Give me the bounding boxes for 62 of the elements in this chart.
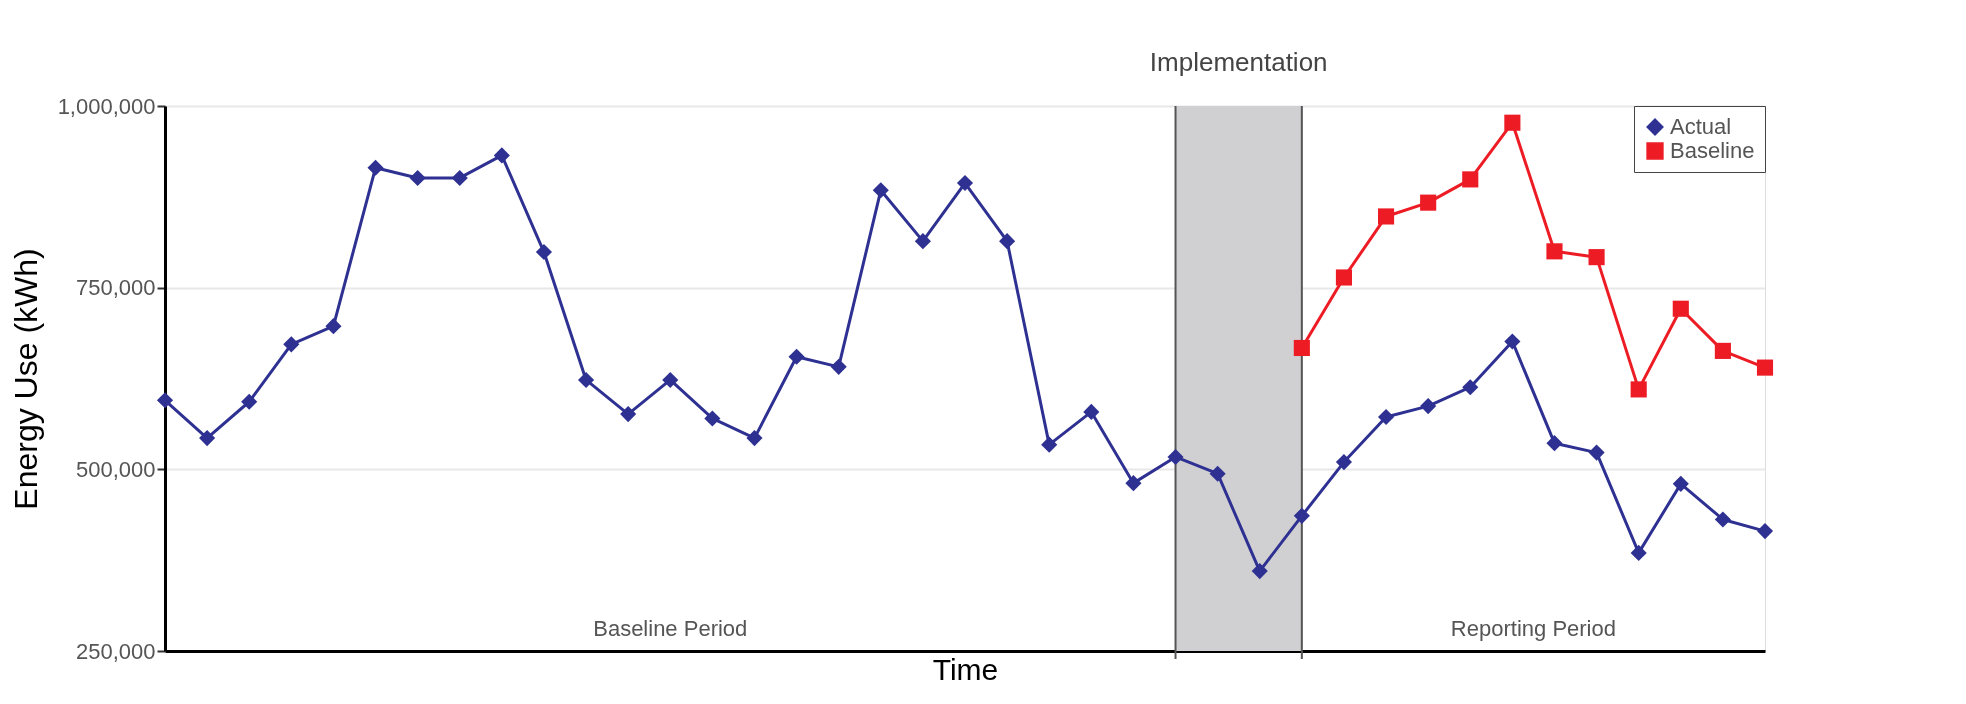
point: [1420, 194, 1437, 211]
point: [325, 318, 342, 335]
text: Implementation: [1149, 47, 1328, 77]
point: [1588, 444, 1605, 461]
point: [746, 430, 763, 447]
point: [1714, 342, 1731, 359]
point: [1293, 507, 1310, 524]
point: [1672, 300, 1689, 317]
point: [1756, 359, 1774, 376]
x-axis-title: Time: [932, 652, 999, 686]
point: [1125, 475, 1142, 492]
point: [872, 182, 889, 199]
point: [1504, 333, 1521, 350]
y-tick-label: 1,000,000: [57, 93, 156, 119]
point: [577, 371, 595, 389]
point: [156, 392, 174, 409]
annotation: Baseline Period: [593, 616, 748, 641]
point: [1420, 398, 1437, 415]
point: [1588, 249, 1605, 266]
y-tick-label: 250,000: [75, 638, 156, 664]
point: [830, 358, 847, 375]
point: [956, 174, 974, 192]
point: [1546, 435, 1563, 452]
point: [914, 233, 931, 250]
point: [1041, 436, 1058, 453]
point: [1756, 523, 1774, 540]
y-tick-label: 750,000: [75, 275, 156, 301]
point: [1335, 269, 1353, 286]
point: [999, 233, 1016, 250]
point: [1462, 379, 1479, 396]
point: [1209, 465, 1226, 482]
point: [1251, 563, 1268, 580]
point: [409, 169, 426, 186]
point: [199, 430, 216, 447]
point: [704, 410, 721, 427]
point: [1167, 448, 1184, 466]
point: [1335, 454, 1353, 471]
point: [1672, 475, 1689, 492]
point: [1546, 243, 1563, 260]
point: [620, 406, 637, 423]
point: [1083, 403, 1100, 420]
legend-label: Baseline: [1670, 138, 1755, 163]
legend-label: Actual: [1670, 114, 1732, 139]
point: [367, 159, 384, 176]
point: [1462, 171, 1479, 188]
point: [493, 147, 510, 164]
point: [241, 393, 258, 410]
point: [662, 371, 679, 389]
point: [451, 169, 468, 186]
annotation: Reporting Period: [1450, 616, 1616, 641]
y-axis-title: Energy Use (kWh): [7, 248, 44, 510]
point: [1293, 339, 1310, 357]
point: [535, 244, 553, 261]
point: [1630, 544, 1647, 561]
point: [1714, 511, 1731, 528]
point: [1377, 408, 1395, 426]
y-tick-label: 500,000: [75, 456, 156, 482]
point: [283, 336, 300, 353]
point: [788, 348, 805, 365]
point: [1630, 381, 1647, 398]
point: [1504, 114, 1521, 131]
point: [1377, 208, 1395, 225]
